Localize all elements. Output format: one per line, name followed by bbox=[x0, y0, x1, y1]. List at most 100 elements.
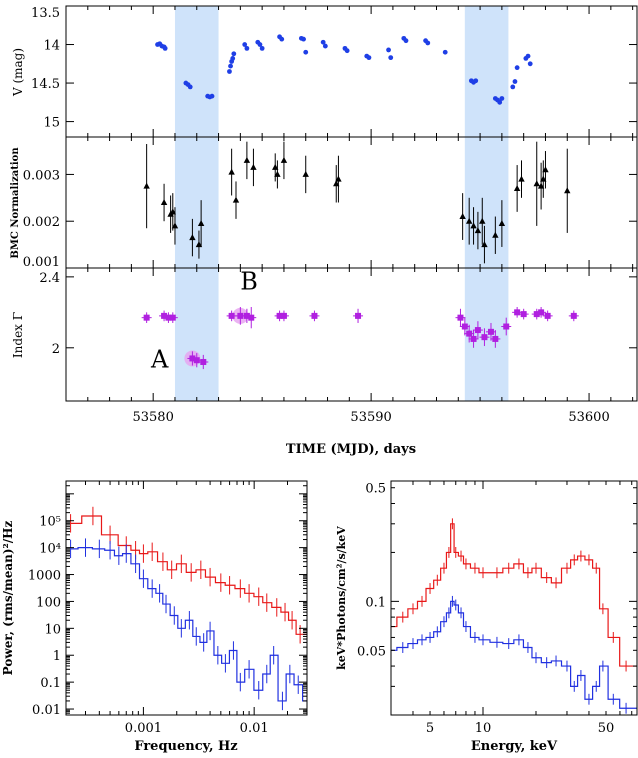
v-mag-ylabel: V (mag) bbox=[11, 48, 25, 97]
ytick-label: 2.4 bbox=[39, 271, 60, 286]
normalization-point bbox=[243, 156, 251, 163]
index-point bbox=[200, 358, 207, 365]
v-mag-point bbox=[242, 42, 248, 47]
ytick-label: 14.5 bbox=[31, 77, 60, 92]
index-point bbox=[189, 355, 196, 362]
pds-series-blue bbox=[70, 547, 307, 702]
normalization-point bbox=[470, 222, 477, 229]
pds-xtick-label: 0.001 bbox=[125, 721, 162, 736]
normalization-point bbox=[498, 220, 506, 227]
time-xlabel: TIME (MJD), days bbox=[286, 442, 416, 457]
normalization-point bbox=[232, 196, 240, 203]
pds-ytick-label: 1000 bbox=[28, 569, 61, 584]
normalization-point bbox=[171, 222, 179, 229]
v-mag-point bbox=[322, 43, 328, 49]
normalization-point bbox=[533, 180, 540, 187]
v-mag-point bbox=[442, 49, 448, 55]
index-ylabel: Index Γ bbox=[11, 312, 25, 358]
spec-ytick-label: 0.1 bbox=[365, 595, 386, 610]
xtick-label: 53600 bbox=[568, 410, 609, 425]
v-mag-point bbox=[320, 39, 326, 45]
spec-ytick-label: 0.05 bbox=[357, 644, 386, 659]
index-point bbox=[466, 330, 473, 337]
index-point bbox=[237, 312, 244, 319]
annotation-label-b: B bbox=[240, 267, 258, 295]
normalization-point bbox=[250, 163, 257, 170]
v-mag-point bbox=[403, 38, 409, 44]
pds-ytick-label: 10 bbox=[44, 622, 61, 637]
normalization-point bbox=[143, 182, 150, 189]
annotations: AB bbox=[150, 267, 258, 373]
ytick-label: 13.5 bbox=[31, 6, 60, 21]
v-mag-point bbox=[303, 49, 309, 55]
index-point bbox=[503, 323, 510, 330]
v-mag-point bbox=[209, 93, 215, 99]
normalization-point bbox=[195, 241, 203, 248]
normalization-point bbox=[302, 170, 309, 177]
index-point bbox=[514, 309, 521, 316]
pds-ytick-label: 100 bbox=[36, 595, 61, 610]
index-point bbox=[248, 314, 255, 321]
v-mag-point bbox=[162, 45, 168, 51]
normalization-point bbox=[169, 208, 176, 215]
index-point bbox=[474, 327, 481, 334]
energy-spectrum-panel: 5 10 50 0.05 0.1 0.5 Energy, keV keV*Photons/… bbox=[335, 480, 638, 754]
v-mag-points bbox=[155, 34, 533, 105]
v-mag-point bbox=[386, 47, 391, 53]
v-mag-point bbox=[512, 79, 518, 84]
normalization-point bbox=[274, 170, 281, 177]
index-point bbox=[520, 311, 527, 318]
index-point bbox=[280, 312, 287, 319]
index-point bbox=[457, 314, 464, 321]
spec-ylabel: keV*Photons/cm²/s/keV bbox=[335, 526, 348, 670]
index-point bbox=[533, 311, 540, 318]
index-point bbox=[481, 334, 488, 341]
normalization-point bbox=[228, 168, 235, 175]
spec-series-red bbox=[391, 523, 637, 667]
spec-xtick-label: 5 bbox=[426, 721, 434, 736]
normalization-point bbox=[513, 184, 521, 191]
v-mag-point bbox=[279, 36, 285, 42]
ytick-label: 14 bbox=[43, 39, 60, 54]
highlight-bands bbox=[174, 6, 509, 401]
index-point bbox=[193, 357, 200, 364]
v-mag-point bbox=[244, 45, 250, 51]
v-mag-point bbox=[510, 84, 516, 90]
v-mag-point bbox=[527, 61, 533, 67]
normalization-point bbox=[540, 175, 547, 182]
normalization-point bbox=[160, 199, 168, 205]
v-mag-point bbox=[301, 36, 306, 42]
v-mag-point bbox=[230, 56, 236, 61]
ytick-label: 2 bbox=[52, 342, 60, 357]
top-frame bbox=[65, 5, 638, 402]
pds-xtick-label: 0.01 bbox=[240, 721, 269, 736]
normalization-point bbox=[537, 182, 545, 189]
index-point bbox=[538, 309, 545, 316]
pds-ytick-label: 0.1 bbox=[40, 676, 61, 691]
v-mag-point bbox=[227, 69, 232, 74]
normalization-point bbox=[492, 231, 499, 238]
ytick-label: 15 bbox=[43, 116, 60, 131]
index-point bbox=[355, 312, 362, 319]
spec-xtick-label: 50 bbox=[598, 721, 615, 736]
normalization-point bbox=[197, 220, 205, 227]
normalization-point bbox=[518, 175, 525, 182]
v-mag-point bbox=[344, 48, 350, 54]
spec-ytick-label: 0.5 bbox=[365, 482, 386, 497]
spec-frame bbox=[390, 480, 638, 716]
v-mag-point bbox=[257, 42, 263, 47]
spec-ticks: 5 10 50 0.05 0.1 0.5 bbox=[357, 481, 637, 736]
normalization-point bbox=[481, 241, 488, 248]
v-mag-point bbox=[228, 63, 233, 69]
top-panels: 13.5 14 14.5 15 0.001 0.002 0.003 2 2.4 53580 5359… bbox=[10, 5, 638, 457]
v-mag-point bbox=[366, 55, 372, 61]
index-point bbox=[487, 328, 494, 335]
v-mag-point bbox=[499, 96, 505, 101]
ytick-label: 0.002 bbox=[23, 215, 60, 230]
spec-series-blue bbox=[391, 600, 637, 709]
normalization-point bbox=[459, 213, 466, 220]
index-point bbox=[461, 323, 468, 330]
pds-frame bbox=[65, 480, 308, 716]
annotation-label-a: A bbox=[150, 345, 169, 373]
